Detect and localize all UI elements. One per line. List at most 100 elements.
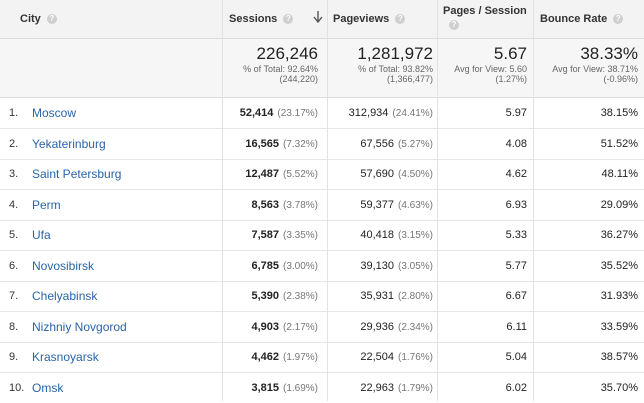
pageviews-percent: (24.41%) (392, 108, 433, 119)
pageviews-total-overall: (1,366,477) (386, 74, 433, 84)
column-divider (222, 0, 223, 401)
sessions-cell: 5,390 (2.38%) (251, 290, 318, 302)
city-link[interactable]: Saint Petersburg (32, 167, 122, 181)
bounce-rate-cell: 51.52% (600, 138, 638, 150)
sessions-value: 4,903 (251, 321, 279, 333)
pageviews-total-value: 1,281,972 (357, 44, 433, 63)
pageviews-total-share: % of Total: 93.82% (358, 64, 433, 74)
row-index: 10. (9, 382, 25, 394)
sessions-cell: 7,587 (3.35%) (251, 229, 318, 241)
sessions-value: 5,390 (251, 290, 279, 302)
pageviews-value: 59,377 (360, 199, 394, 211)
pageviews-percent: (1.76%) (397, 352, 433, 363)
pageviews-value: 57,690 (360, 168, 394, 180)
sessions-cell: 3,815 (1.69%) (251, 382, 318, 394)
sessions-percent: (3.35%) (282, 230, 318, 241)
sessions-cell: 12,487 (5.52%) (245, 168, 318, 180)
pages-session-total-value: 5.67 (493, 44, 527, 63)
sessions-cell: 52,414 (23.17%) (240, 107, 318, 119)
sessions-value: 6,785 (251, 260, 279, 272)
table-row: 1. Moscow 52,414 (23.17%) 312,934 (24.41%)… (0, 98, 644, 129)
pageviews-header-label: Pageviews (333, 13, 390, 25)
pageviews-cell: 35,931 (2.80%) (360, 290, 433, 302)
column-divider (437, 0, 438, 401)
pages-session-cell: 6.11 (506, 321, 527, 333)
help-icon[interactable]: ? (283, 14, 294, 25)
sort-down-arrow-icon[interactable] (313, 11, 323, 23)
sessions-value: 52,414 (239, 107, 274, 119)
table-row: 3. Saint Petersburg 12,487 (5.52%) 57,690… (0, 159, 644, 190)
row-index: 2. (9, 138, 19, 150)
city-header-label: City (20, 13, 41, 25)
table-row: 5. Ufa 7,587 (3.35%) 40,418 (3.15%) 5.33 3… (0, 220, 644, 251)
pageviews-cell: 39,130 (3.05%) (360, 260, 433, 272)
sessions-value: 4,462 (251, 351, 279, 363)
column-divider (533, 0, 534, 401)
bounce-rate-column-header[interactable]: Bounce Rate? (540, 13, 624, 25)
column-divider (327, 0, 328, 401)
sessions-total-overall: (244,220) (279, 74, 318, 84)
pageviews-cell: 40,418 (3.15%) (360, 229, 433, 241)
table-row: 8. Nizhniy Novgorod 4,903 (2.17%) 29,936(… (0, 312, 644, 343)
pageviews-cell: 67,556 (5.27%) (360, 138, 433, 150)
sessions-column-header[interactable]: Sessions? (229, 13, 294, 25)
pages-session-cell: 4.08 (505, 138, 527, 150)
help-icon[interactable]: ? (46, 14, 57, 25)
pages-session-delta: (1.27%) (495, 74, 527, 84)
bounce-rate-delta: (-0.96%) (603, 74, 638, 84)
help-icon[interactable]: ? (395, 14, 406, 25)
bounce-rate-cell: 36.27% (600, 229, 638, 241)
sessions-value: 3,815 (251, 382, 279, 394)
city-link[interactable]: Nizhniy Novgorod (32, 320, 127, 334)
table-row: 9. Krasnoyarsk 4,462 (1.97%) 22,504 (1.76%… (0, 342, 644, 373)
pageviews-value: 39,130 (360, 260, 394, 272)
pageviews-percent: (2.34%) (397, 322, 433, 333)
pageviews-value: 67,556 (360, 138, 394, 150)
pageviews-value: 22,504 (360, 351, 394, 363)
sessions-percent: (2.17%) (282, 322, 318, 333)
bounce-rate-cell: 33.59% (600, 321, 638, 333)
row-index: 1. (9, 107, 19, 119)
city-link[interactable]: Perm (32, 198, 61, 212)
sessions-total-value: 226,246 (256, 44, 318, 63)
table-row: 10. Omsk 3,815 (1.69%) 22,963 (1.79%) 6.02… (0, 373, 644, 403)
city-link[interactable]: Moscow (32, 106, 77, 120)
help-icon[interactable]: ? (449, 20, 459, 30)
pages-session-cell: 6.67 (505, 290, 527, 302)
sessions-percent: (3.78%) (282, 200, 318, 211)
sessions-value: 7,587 (251, 229, 279, 241)
pageviews-column-header[interactable]: Pageviews? (333, 13, 406, 25)
row-index: 9. (9, 351, 19, 363)
bounce-rate-cell: 31.93% (600, 290, 638, 302)
totals-row: 226,246 % of Total: 92.64% (244,220) 1,2… (0, 39, 644, 98)
row-index: 4. (9, 199, 19, 211)
pageviews-total: 1,281,972 % of Total: 93.82% (1,366,477) (357, 44, 433, 84)
pageviews-cell: 29,936 (2.34%) (360, 321, 433, 333)
help-icon[interactable]: ? (613, 14, 624, 25)
sessions-cell: 8,563 (3.78%) (251, 199, 318, 211)
sessions-cell: 6,785 (3.00%) (251, 260, 318, 272)
pages-session-avg: Avg for View: 5.60 (454, 64, 527, 74)
sessions-percent: (23.17%) (277, 108, 318, 119)
sessions-value: 12,487 (245, 168, 279, 180)
sessions-percent: (7.32%) (282, 139, 318, 150)
city-link[interactable]: Chelyabinsk (32, 289, 98, 303)
city-link[interactable]: Krasnoyarsk (32, 350, 99, 364)
pageviews-value: 22,963 (360, 382, 394, 394)
pageviews-percent: (1.79%) (397, 383, 433, 394)
bounce-rate-cell: 29.09% (600, 199, 638, 211)
city-link[interactable]: Novosibirsk (32, 259, 95, 273)
pages-session-column-header[interactable]: Pages / Session ? (443, 5, 527, 30)
sessions-value: 16,565 (245, 138, 279, 150)
city-column-header[interactable]: City? (20, 13, 57, 25)
table-row: 2. Yekaterinburg 16,565 (7.32%) 67,556 (5.… (0, 129, 644, 160)
sessions-total: 226,246 % of Total: 92.64% (244,220) (243, 44, 318, 84)
row-index: 7. (9, 290, 19, 302)
bounce-rate-cell: 48.11% (601, 168, 639, 180)
sessions-percent: (1.97%) (282, 352, 318, 363)
city-link[interactable]: Yekaterinburg (32, 137, 106, 151)
sessions-percent: (3.00%) (282, 261, 318, 272)
city-link[interactable]: Omsk (32, 381, 64, 395)
city-link[interactable]: Ufa (32, 228, 51, 242)
